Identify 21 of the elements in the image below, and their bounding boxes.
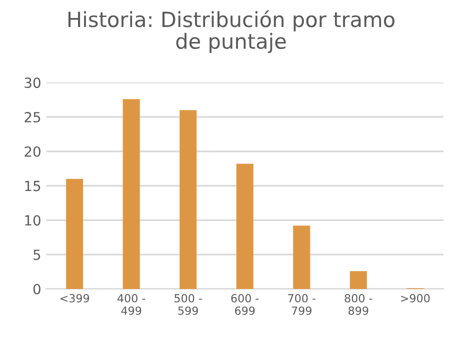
bar (122, 99, 140, 289)
x-tick-label: 600 - 699 (231, 294, 259, 315)
y-tick-label: 15 (25, 180, 40, 192)
bar (180, 110, 197, 289)
bar (236, 164, 254, 289)
chart-title: Historia: Distribución por tramo de puntaje (68, 10, 394, 54)
y-tick-label: 25 (24, 112, 40, 122)
x-tick-label: 800 - 899 (344, 294, 372, 315)
y-tick-label: 0 (33, 284, 40, 294)
bar (350, 271, 367, 289)
x-tick-label: >900 (401, 294, 430, 302)
x-tick-label: <399 (60, 294, 90, 302)
bar (293, 226, 310, 289)
x-tick-label: 700 - 799 (288, 294, 316, 315)
y-tick-label: 30 (24, 78, 40, 88)
y-tick-label: 10 (25, 215, 40, 226)
x-tick-label: 400 - 499 (118, 294, 146, 315)
bar (66, 178, 84, 289)
x-tick-label: 500 - 599 (174, 294, 202, 315)
y-tick-label: 20 (24, 146, 40, 157)
y-tick-label: 5 (34, 250, 40, 260)
